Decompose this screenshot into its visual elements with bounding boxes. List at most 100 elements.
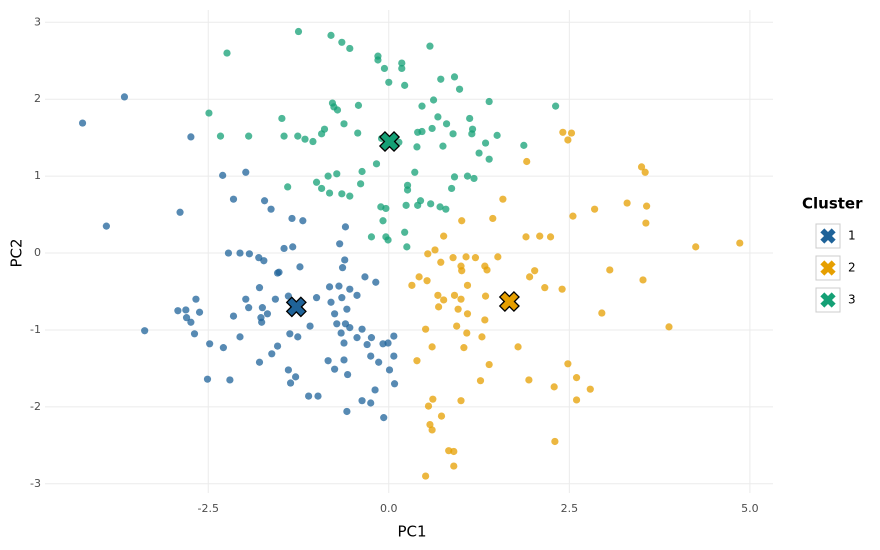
point: [346, 324, 354, 332]
point: [572, 374, 581, 382]
point: [458, 267, 466, 275]
point: [354, 129, 362, 137]
point: [493, 131, 501, 139]
point: [390, 380, 399, 388]
point: [398, 59, 406, 67]
point: [224, 249, 233, 257]
x-tick-label: 2.5: [561, 502, 579, 515]
point: [141, 327, 149, 335]
point: [586, 385, 594, 393]
point: [551, 437, 559, 446]
point: [286, 330, 294, 338]
point: [460, 344, 468, 352]
point: [422, 325, 430, 333]
point: [226, 376, 234, 384]
point: [333, 106, 342, 114]
point: [331, 365, 339, 373]
point: [450, 447, 458, 456]
point: [340, 339, 348, 347]
point: [385, 78, 393, 86]
point: [390, 352, 398, 360]
point: [569, 212, 577, 220]
point: [390, 332, 398, 340]
point: [353, 334, 361, 342]
point: [411, 168, 419, 176]
point: [564, 360, 572, 368]
point: [380, 414, 388, 422]
point: [642, 219, 650, 227]
point: [546, 233, 555, 241]
point: [442, 205, 450, 213]
point: [434, 291, 442, 299]
point: [216, 132, 225, 140]
y-tick-label: -2: [30, 400, 41, 413]
point: [338, 264, 347, 272]
point: [187, 318, 195, 326]
point: [294, 333, 302, 341]
point: [367, 352, 375, 360]
point: [564, 136, 572, 144]
point: [346, 192, 354, 200]
point: [327, 298, 335, 306]
point: [418, 102, 426, 110]
point: [229, 195, 238, 203]
point: [559, 128, 567, 136]
point: [284, 183, 292, 191]
point: [340, 356, 348, 364]
point: [236, 249, 244, 257]
point: [439, 142, 447, 150]
y-tick-label: 3: [34, 15, 41, 28]
point: [471, 254, 480, 262]
point: [426, 420, 434, 429]
x-tick-label: -2.5: [197, 502, 218, 515]
point: [301, 135, 309, 143]
point: [450, 291, 459, 299]
point: [470, 174, 478, 183]
legend-marker: [820, 292, 836, 308]
legend-label: 1: [848, 229, 856, 243]
point: [363, 340, 371, 349]
point: [413, 357, 421, 365]
point: [428, 124, 436, 133]
point: [333, 320, 341, 328]
point: [341, 256, 349, 264]
point: [338, 190, 346, 198]
point: [273, 342, 282, 350]
point: [382, 204, 390, 213]
point: [206, 340, 214, 348]
point: [408, 281, 416, 289]
point: [242, 295, 250, 303]
x-axis-title: PC1: [397, 523, 426, 541]
point: [245, 304, 253, 312]
centroid: [378, 130, 401, 153]
point: [401, 81, 409, 89]
point: [102, 222, 110, 230]
point: [296, 263, 304, 271]
legend-marker: [820, 260, 836, 276]
point: [367, 334, 376, 342]
point: [401, 228, 409, 236]
point: [384, 236, 392, 244]
point: [485, 97, 493, 106]
point: [205, 109, 213, 117]
point: [641, 168, 649, 176]
point: [455, 85, 464, 93]
y-tick-label: -3: [30, 477, 41, 490]
point: [427, 200, 435, 208]
point: [637, 163, 646, 171]
point: [343, 305, 351, 313]
point: [429, 96, 438, 104]
point: [263, 310, 272, 318]
point: [416, 197, 425, 205]
x-tick-label: 5.0: [741, 502, 759, 515]
centroid: [285, 296, 307, 318]
point: [523, 157, 531, 166]
point: [424, 402, 433, 410]
point: [236, 333, 244, 341]
point: [229, 312, 238, 320]
point: [336, 240, 344, 248]
point: [450, 462, 458, 470]
point: [318, 184, 326, 193]
point: [415, 273, 423, 281]
